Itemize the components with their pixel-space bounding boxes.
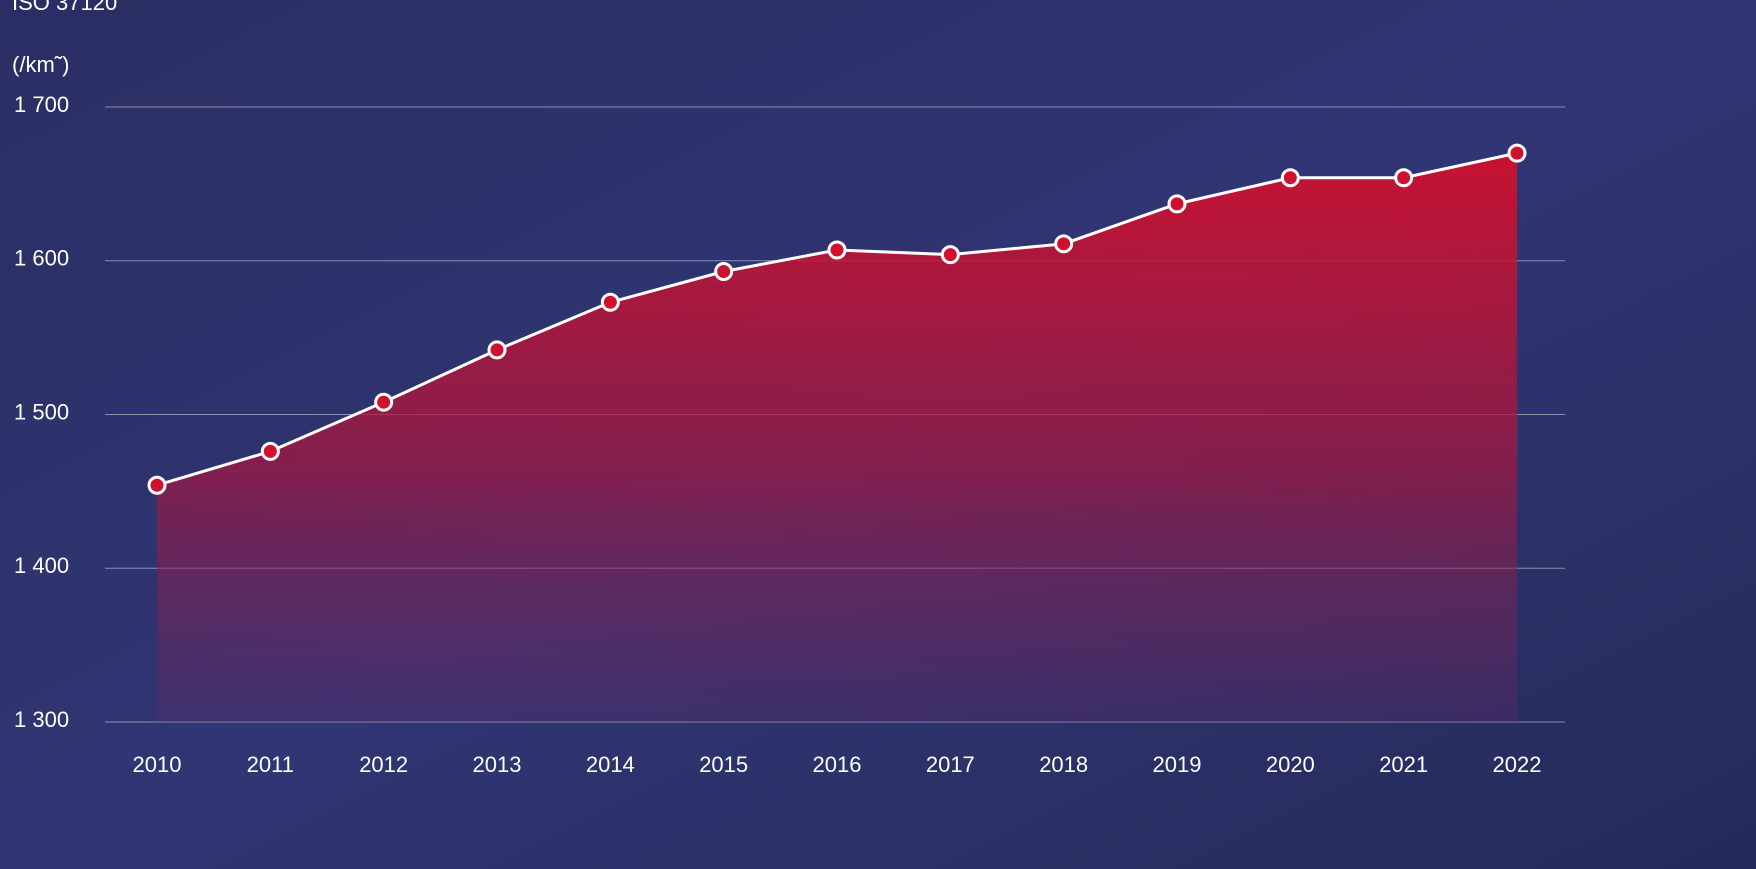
point (1054, 234, 1074, 254)
x-tick-label: 2018 (1039, 752, 1088, 777)
x-tick-label: 2021 (1379, 752, 1428, 777)
chart-title: ISO 37120 (12, 0, 117, 15)
point (600, 292, 620, 312)
point (1280, 168, 1300, 188)
x-tick-label: 2020 (1266, 752, 1315, 777)
area (157, 153, 1517, 722)
y-tick-label: 1 700 (14, 92, 69, 117)
x-tick-label: 2014 (586, 752, 635, 777)
point (147, 475, 167, 495)
point (374, 392, 394, 412)
x-tick-label: 2010 (133, 752, 182, 777)
point (487, 340, 507, 360)
x-tick-label: 2017 (926, 752, 975, 777)
x-tick-label: 2022 (1493, 752, 1542, 777)
y-tick-label: 1 600 (14, 246, 69, 271)
point (1167, 194, 1187, 214)
point (1394, 168, 1414, 188)
x-tick-label: 2016 (813, 752, 862, 777)
y-tick-label: 1 300 (14, 707, 69, 732)
y-tick-label: 1 400 (14, 553, 69, 578)
point (827, 240, 847, 260)
x-tick-label: 2013 (473, 752, 522, 777)
x-tick-label: 2011 (247, 752, 294, 777)
y-tick-label: 1 500 (14, 399, 69, 424)
x-tick-label: 2019 (1153, 752, 1202, 777)
point (260, 441, 280, 461)
y-axis-label: (/km˜) (12, 52, 69, 77)
point (1507, 143, 1527, 163)
point (940, 245, 960, 265)
x-tick-label: 2015 (699, 752, 748, 777)
x-tick-label: 2012 (359, 752, 408, 777)
point (714, 262, 734, 282)
